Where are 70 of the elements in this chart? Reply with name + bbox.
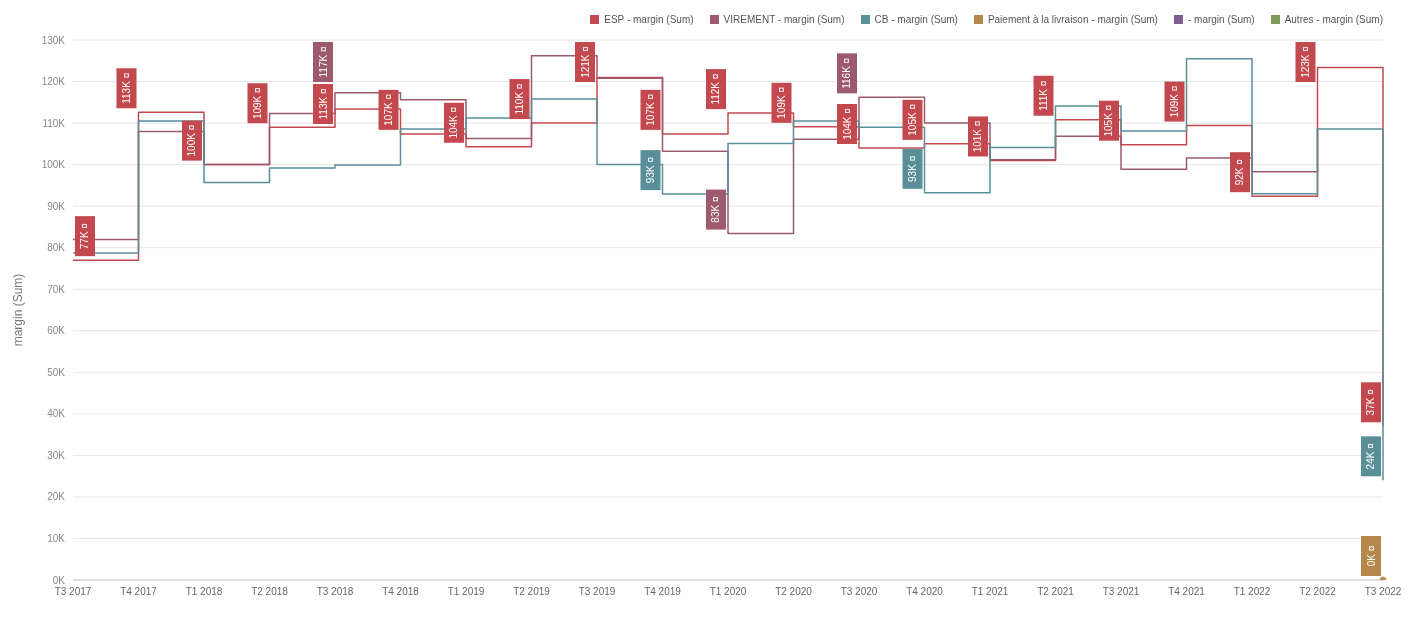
data-label: 109K ¤ bbox=[776, 86, 787, 119]
legend-label: Autres - margin (Sum) bbox=[1284, 13, 1383, 25]
legend-label: Paiement à la livraison - margin (Sum) bbox=[987, 13, 1158, 25]
x-tick-label: T1 2022 bbox=[1233, 586, 1271, 598]
data-label: 121K ¤ bbox=[579, 45, 591, 78]
legend-label: VIREMENT - margin (Sum) bbox=[723, 13, 845, 25]
x-tick-label: T3 2022 bbox=[1364, 586, 1402, 598]
y-tick-label: 130K bbox=[41, 34, 66, 46]
x-tick-label: T1 2021 bbox=[971, 586, 1009, 598]
data-label: 104K ¤ bbox=[448, 106, 460, 139]
x-tick-label: T4 2019 bbox=[644, 586, 682, 598]
legend-label: CB - margin (Sum) bbox=[874, 13, 958, 25]
legend-label: - margin (Sum) bbox=[1187, 13, 1255, 25]
data-label: 107K ¤ bbox=[383, 93, 394, 126]
data-label: 105K ¤ bbox=[907, 103, 918, 136]
y-tick-label: 70K bbox=[47, 283, 66, 295]
data-label: 117K ¤ bbox=[317, 46, 329, 78]
data-label: 105K ¤ bbox=[1103, 104, 1115, 137]
data-label: 77K ¤ bbox=[79, 222, 91, 250]
data-label: 93K ¤ bbox=[907, 155, 918, 182]
data-label: 113K ¤ bbox=[317, 88, 329, 120]
y-tick-label: 0K bbox=[52, 574, 66, 586]
x-tick-label: T1 2020 bbox=[709, 586, 747, 598]
x-tick-label: T2 2021 bbox=[1037, 586, 1075, 598]
x-tick-label: T4 2018 bbox=[382, 586, 420, 598]
y-axis-title: margin (Sum) bbox=[11, 273, 26, 347]
data-label: 116K ¤ bbox=[841, 57, 853, 89]
x-tick-label: T3 2021 bbox=[1102, 586, 1140, 598]
y-tick-label: 110K bbox=[42, 117, 66, 129]
x-tick-label: T2 2019 bbox=[513, 586, 551, 598]
y-tick-label: 50K bbox=[47, 366, 66, 378]
x-tick-label: T3 2019 bbox=[578, 586, 616, 598]
data-label: 100K ¤ bbox=[186, 124, 198, 157]
y-tick-label: 10K bbox=[47, 533, 66, 545]
data-label: 37K ¤ bbox=[1365, 388, 1377, 416]
data-label: 104K ¤ bbox=[841, 107, 853, 140]
y-tick-label: 120K bbox=[41, 76, 66, 88]
data-label: 109K ¤ bbox=[1169, 85, 1180, 118]
data-label: 113K ¤ bbox=[121, 72, 132, 104]
data-label: 112K ¤ bbox=[710, 73, 722, 105]
y-tick-label: 30K bbox=[47, 449, 66, 461]
data-label: 101K ¤ bbox=[972, 120, 984, 153]
legend-label: ESP - margin (Sum) bbox=[604, 13, 694, 25]
x-tick-label: T2 2020 bbox=[775, 586, 813, 598]
x-tick-label: T3 2020 bbox=[840, 586, 878, 598]
x-tick-label: T2 2022 bbox=[1299, 586, 1337, 598]
y-tick-label: 100K bbox=[41, 159, 66, 171]
x-tick-label: T1 2019 bbox=[447, 586, 485, 598]
data-label: 92K ¤ bbox=[1234, 158, 1246, 186]
data-label: 83K ¤ bbox=[710, 196, 722, 223]
x-tick-label: T4 2017 bbox=[120, 586, 158, 598]
data-label: 123K ¤ bbox=[1300, 45, 1311, 78]
y-tick-label: 90K bbox=[47, 200, 66, 212]
x-tick-label: T4 2021 bbox=[1168, 586, 1206, 598]
data-label: 107K ¤ bbox=[645, 93, 656, 126]
data-label: 110K ¤ bbox=[514, 83, 525, 115]
y-tick-label: 80K bbox=[47, 242, 66, 254]
data-label: 111K ¤ bbox=[1038, 80, 1049, 111]
data-label: 109K ¤ bbox=[252, 86, 263, 120]
x-tick-label: T3 2018 bbox=[316, 586, 354, 598]
y-tick-label: 60K bbox=[47, 325, 66, 337]
y-tick-label: 40K bbox=[47, 408, 66, 420]
x-tick-label: T3 2017 bbox=[54, 586, 92, 598]
x-tick-label: T4 2020 bbox=[906, 586, 944, 598]
x-tick-label: T2 2018 bbox=[251, 586, 289, 598]
x-tick-label: T1 2018 bbox=[185, 586, 223, 598]
data-label: 0K ¤ bbox=[1365, 545, 1377, 567]
y-tick-label: 20K bbox=[47, 491, 66, 503]
data-label: 24K ¤ bbox=[1365, 442, 1377, 470]
data-label: 93K ¤ bbox=[645, 156, 656, 184]
